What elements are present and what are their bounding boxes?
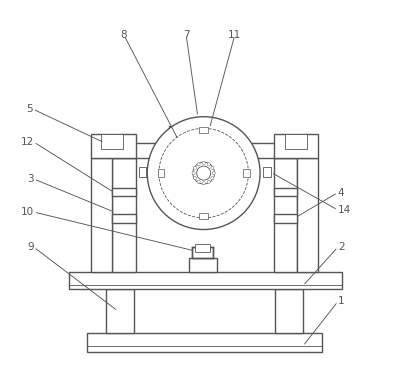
Circle shape xyxy=(202,182,205,185)
Circle shape xyxy=(197,180,200,184)
Text: 10: 10 xyxy=(21,207,34,217)
Bar xyxy=(139,167,147,177)
Bar xyxy=(87,333,322,352)
Text: 12: 12 xyxy=(21,137,34,147)
Circle shape xyxy=(193,166,197,170)
Bar xyxy=(91,158,112,272)
Text: 4: 4 xyxy=(338,187,344,198)
Bar xyxy=(274,188,297,196)
Bar xyxy=(199,127,208,133)
Bar xyxy=(70,272,342,289)
Bar xyxy=(101,134,123,149)
Bar xyxy=(275,289,303,333)
Circle shape xyxy=(192,172,195,175)
Text: 2: 2 xyxy=(338,242,344,252)
Circle shape xyxy=(211,166,214,170)
Bar xyxy=(158,169,164,177)
Circle shape xyxy=(207,163,210,166)
Bar xyxy=(91,134,136,158)
Circle shape xyxy=(202,161,205,165)
Bar xyxy=(106,289,134,333)
Bar xyxy=(195,244,210,252)
Bar xyxy=(199,213,208,219)
Bar xyxy=(297,158,318,272)
Bar xyxy=(263,167,271,177)
Text: 5: 5 xyxy=(26,104,33,114)
Bar xyxy=(112,188,136,196)
Bar xyxy=(192,247,213,258)
Circle shape xyxy=(193,162,215,184)
Circle shape xyxy=(197,163,200,166)
Text: 1: 1 xyxy=(338,296,344,307)
Bar xyxy=(169,126,213,158)
Text: 3: 3 xyxy=(27,174,34,184)
Circle shape xyxy=(212,172,215,175)
Bar xyxy=(112,143,297,158)
Bar xyxy=(274,158,297,272)
Bar xyxy=(274,134,318,158)
Circle shape xyxy=(211,177,214,180)
Bar xyxy=(112,214,136,223)
Bar xyxy=(274,214,297,223)
Text: 7: 7 xyxy=(183,30,189,40)
Bar xyxy=(189,258,217,272)
Bar xyxy=(243,169,250,177)
Bar xyxy=(112,158,297,272)
Bar xyxy=(178,132,204,151)
Text: 8: 8 xyxy=(121,30,127,40)
Text: 9: 9 xyxy=(27,242,34,252)
Circle shape xyxy=(147,117,260,230)
Circle shape xyxy=(193,177,197,180)
Text: 14: 14 xyxy=(338,205,351,215)
Text: 11: 11 xyxy=(228,30,241,40)
Circle shape xyxy=(207,180,210,184)
Bar xyxy=(112,158,136,272)
Bar xyxy=(285,134,307,149)
